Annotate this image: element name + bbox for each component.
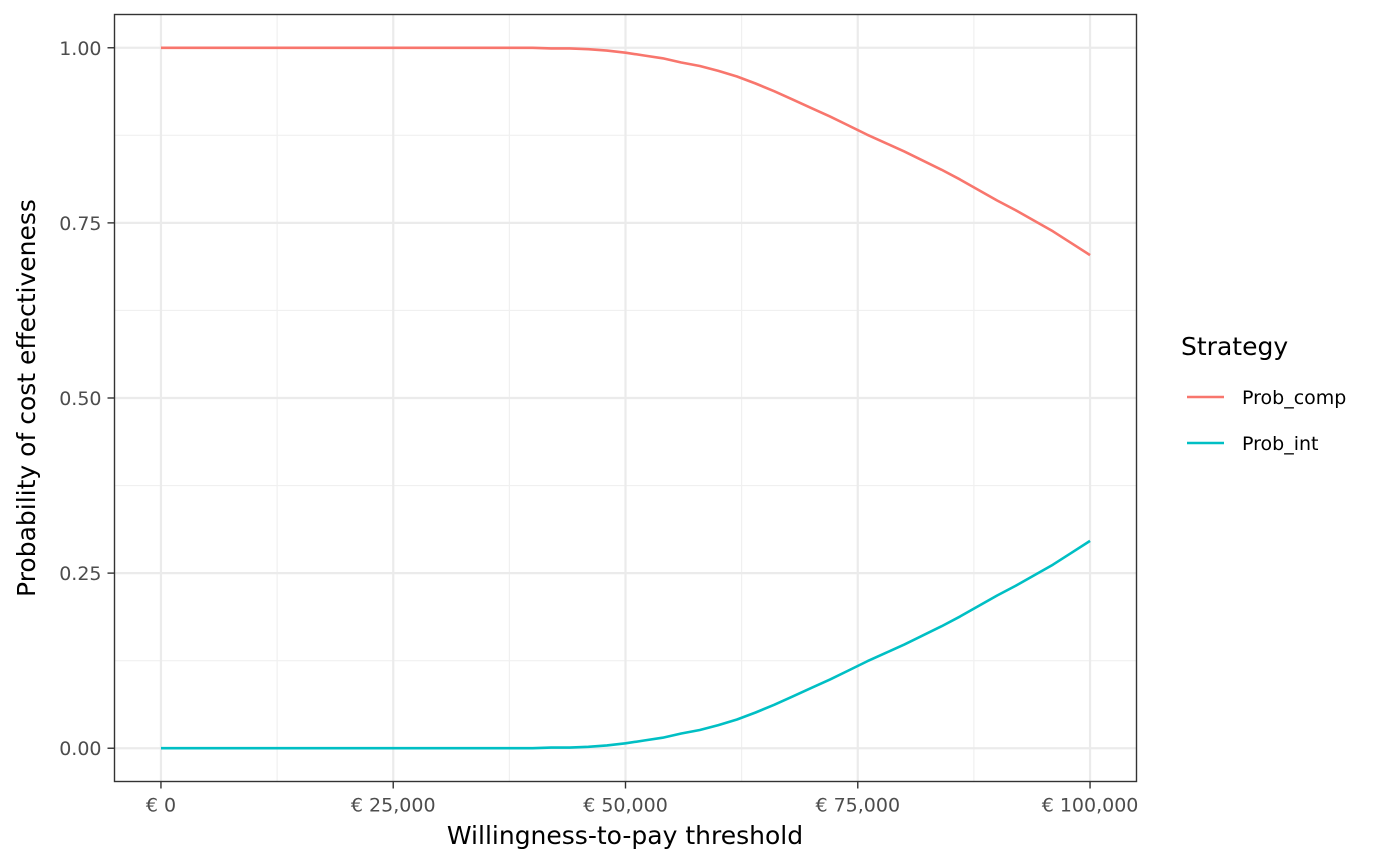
legend-items: Prob_comp Prob_int	[1187, 387, 1346, 455]
x-tick-label: € 50,000	[583, 795, 668, 817]
x-tick-label: € 0	[146, 795, 176, 817]
legend: Strategy Prob_comp Prob_int	[1181, 332, 1346, 455]
series-line-prob-comp	[160, 46, 1091, 257]
y-tick-label: 1.00	[59, 38, 101, 60]
y-tick-label: 0.75	[59, 213, 101, 235]
x-axis-ticks: € 0 € 25,000 € 50,000 € 75,000 € 100,000	[146, 781, 1139, 817]
x-tick-label: € 75,000	[815, 795, 900, 817]
series-lines	[160, 46, 1091, 750]
y-tick-label: 0.25	[59, 563, 101, 585]
legend-label-prob-int: Prob_int	[1242, 433, 1318, 455]
x-tick-label: € 100,000	[1042, 795, 1139, 817]
y-axis-title: Probability of cost effectiveness	[12, 199, 41, 597]
legend-title: Strategy	[1181, 332, 1288, 361]
y-axis-ticks: 0.00 0.25 0.50 0.75 1.00	[59, 38, 115, 760]
y-tick-label: 0.00	[59, 738, 101, 760]
x-tick-label: € 25,000	[351, 795, 436, 817]
y-tick-label: 0.50	[59, 388, 101, 410]
x-axis-title: Willingness-to-pay threshold	[447, 821, 803, 850]
series-line-prob-int	[160, 539, 1091, 750]
legend-label-prob-comp: Prob_comp	[1242, 387, 1346, 409]
